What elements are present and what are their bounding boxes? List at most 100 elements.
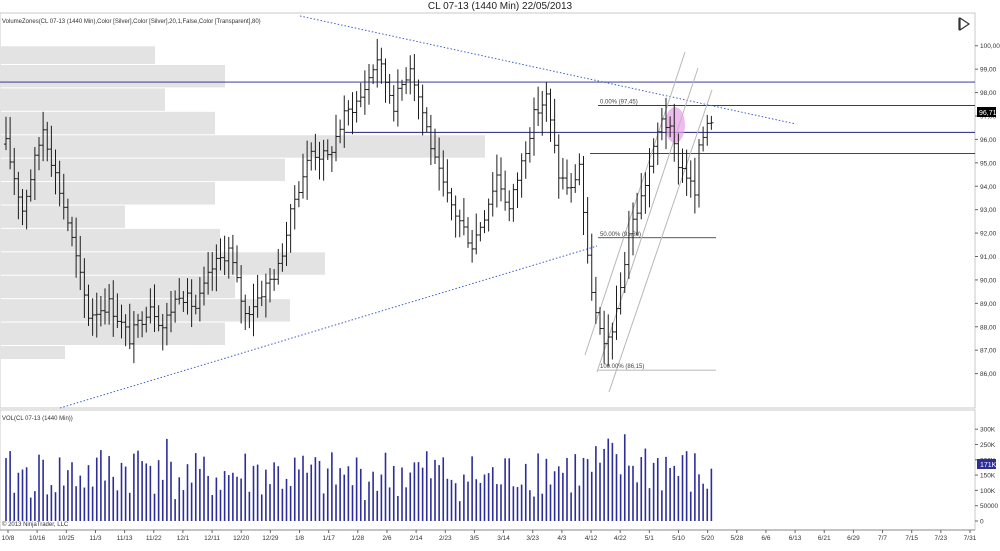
ohlc-bar bbox=[12, 147, 17, 196]
ohlc-bar bbox=[131, 311, 136, 364]
ohlc-bar bbox=[296, 181, 301, 208]
ohlc-bar bbox=[672, 103, 677, 162]
price-panel-label: VolumeZones(CL 07-13 (1440 Min),Color [S… bbox=[2, 19, 261, 25]
time-tick-label: 11/22 bbox=[146, 535, 162, 542]
ohlc-bar bbox=[544, 82, 549, 122]
time-tick-label: 11/13 bbox=[117, 535, 133, 542]
ohlc-bar bbox=[24, 189, 29, 230]
ohlc-bar bbox=[565, 159, 569, 195]
ohlc-bar bbox=[309, 142, 314, 171]
time-tick-label: 11/3 bbox=[89, 535, 102, 542]
price-tick-label: 88,00 bbox=[980, 324, 997, 331]
ohlc-bar bbox=[334, 114, 338, 162]
ohlc-bar bbox=[65, 198, 70, 232]
ohlc-bar bbox=[635, 192, 640, 236]
ohlc-bar bbox=[28, 169, 33, 202]
ohlc-bar bbox=[626, 210, 631, 279]
fib-label: 50.00% (91,80) bbox=[600, 232, 641, 238]
ohlc-bar bbox=[692, 157, 697, 214]
ohlc-bar bbox=[82, 258, 87, 318]
ohlc-bar bbox=[70, 216, 74, 247]
ohlc-bar bbox=[371, 64, 376, 85]
ohlc-bar bbox=[548, 88, 553, 142]
ohlc-bar bbox=[218, 238, 223, 271]
volume-zone bbox=[0, 111, 215, 135]
lower-trendline[interactable] bbox=[59, 245, 598, 409]
channel-line-lower[interactable] bbox=[608, 89, 713, 393]
ohlc-bar bbox=[4, 116, 8, 151]
ohlc-bar bbox=[602, 310, 607, 364]
ohlc-bar bbox=[428, 114, 433, 166]
ohlc-bar bbox=[499, 157, 503, 202]
volume-tick-label: 0 bbox=[980, 519, 984, 526]
ohlc-bar bbox=[404, 67, 409, 95]
ohlc-bar bbox=[585, 197, 590, 264]
ohlc-bar bbox=[123, 314, 128, 347]
ohlc-bar bbox=[148, 288, 153, 324]
ohlc-bar bbox=[140, 311, 145, 338]
price-tick-label: 100,00 bbox=[980, 43, 1000, 50]
ohlc-bar bbox=[552, 98, 557, 154]
price-tick-label: 89,00 bbox=[980, 301, 997, 308]
time-tick-label: 6/21 bbox=[818, 535, 831, 542]
volume-tick-label: 300K bbox=[980, 427, 996, 434]
ohlc-bar bbox=[470, 229, 475, 263]
ohlc-bar bbox=[144, 306, 149, 333]
ohlc-bar bbox=[107, 284, 112, 325]
volume-panel[interactable]: VOL(CL 07-13 (1440 Min)) 300K250K200K150… bbox=[0, 409, 998, 531]
ohlc-bar bbox=[119, 304, 124, 339]
ohlc-bar bbox=[61, 173, 66, 220]
price-panel[interactable]: 0.00% (97,45) 50.00% (91,80) 100.00% (86,1… bbox=[0, 12, 1000, 409]
volume-tick-label: 250K bbox=[980, 442, 996, 449]
ohlc-bar bbox=[103, 288, 107, 325]
ohlc-bar bbox=[457, 209, 462, 238]
ohlc-bar bbox=[701, 126, 706, 152]
price-tick-label: 93,00 bbox=[980, 207, 997, 214]
price-tick-label: 86,00 bbox=[980, 371, 997, 378]
ohlc-bar bbox=[655, 122, 660, 165]
ohlc-bar bbox=[486, 198, 491, 232]
ohlc-bar bbox=[416, 79, 421, 120]
time-tick-label: 5/1 bbox=[645, 535, 654, 542]
time-tick-label: 5/20 bbox=[701, 535, 714, 542]
highlight-zone[interactable] bbox=[665, 107, 685, 143]
ohlc-bar bbox=[511, 183, 516, 222]
ohlc-bar bbox=[482, 210, 487, 234]
ohlc-bar bbox=[214, 244, 219, 292]
ohlc-bar bbox=[268, 268, 272, 303]
ohlc-bar bbox=[697, 139, 701, 208]
ohlc-bar bbox=[478, 221, 483, 242]
ohlc-bar bbox=[185, 278, 190, 315]
time-tick-label: 2/23 bbox=[439, 535, 452, 542]
ohlc-bar bbox=[280, 243, 285, 272]
ohlc-bar bbox=[358, 82, 363, 108]
ohlc-bars bbox=[4, 38, 714, 367]
upper-trendline[interactable] bbox=[299, 15, 797, 125]
ohlc-bar bbox=[346, 100, 351, 126]
ohlc-bar bbox=[247, 306, 252, 329]
last-volume-marker bbox=[977, 459, 996, 469]
time-tick-label: 4/22 bbox=[614, 535, 627, 542]
ohlc-bar bbox=[569, 172, 574, 203]
volume-zone bbox=[0, 228, 220, 252]
ohlc-bar bbox=[536, 86, 541, 127]
ohlc-bar bbox=[598, 307, 602, 335]
ohlc-bar bbox=[41, 111, 46, 162]
time-tick-label: 12/20 bbox=[233, 535, 250, 542]
ohlc-bar bbox=[98, 295, 103, 327]
time-tick-label: 10/16 bbox=[29, 535, 46, 542]
channel-line-upper[interactable] bbox=[584, 51, 686, 356]
ohlc-bar bbox=[284, 221, 289, 267]
ohlc-bar bbox=[709, 115, 714, 130]
time-tick-label: 3/5 bbox=[470, 535, 479, 542]
ohlc-bar bbox=[647, 148, 652, 208]
volume-zone bbox=[0, 346, 65, 360]
volume-bars bbox=[5, 434, 713, 521]
time-tick-label: 6/13 bbox=[789, 535, 802, 542]
ohlc-bar bbox=[86, 284, 91, 327]
collapse-triangle-icon[interactable] bbox=[957, 17, 971, 31]
price-tick-label: 92,00 bbox=[980, 231, 997, 238]
ohlc-bar bbox=[560, 158, 565, 190]
ohlc-bar bbox=[325, 139, 330, 160]
